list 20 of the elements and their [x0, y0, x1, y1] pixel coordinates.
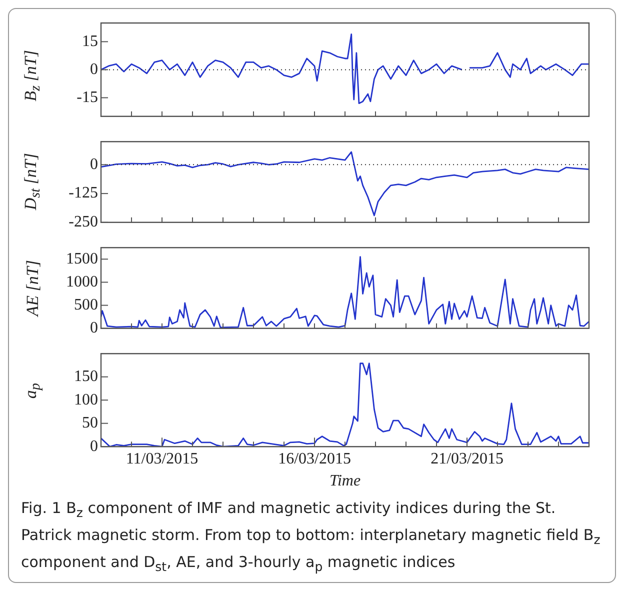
y-tick-label: 500 [74, 296, 98, 314]
y-axis-title: AE [nT] [23, 260, 43, 316]
y-tick-label: 1000 [66, 273, 98, 290]
y-tick-label: 150 [74, 368, 98, 386]
x-tick-label: 21/03/2015 [430, 450, 504, 468]
x-axis-title: Time [329, 472, 361, 490]
text: Fig. 1 B$_{z}$ component of IMF and magnetic activity indices during the St. Patrick magnetic storm. From top to bottom: interplanetary magnetic field B$_{z}$ component and D$_{st}$, AE, and 3-hourly a$_{p}$ magnetic indices [21, 499, 600, 574]
y-tick-label: 0 [90, 156, 98, 173]
y-tick-label: 50 [82, 414, 98, 432]
y-tick-label: 0 [90, 438, 98, 455]
x-tick-label: 16/03/2015 [278, 450, 351, 468]
y-tick-label: -15 [76, 88, 98, 106]
x-tick-label: 11/03/2015 [126, 450, 198, 468]
y-tick-label: 0 [90, 60, 98, 78]
y-tick-label: 15 [82, 32, 98, 50]
y-tick-label: -125 [68, 184, 98, 202]
y-tick-label: 1500 [66, 250, 98, 268]
y-tick-label: -250 [68, 214, 98, 231]
y-tick-label: 0 [90, 320, 98, 337]
y-tick-label: 100 [74, 391, 98, 408]
